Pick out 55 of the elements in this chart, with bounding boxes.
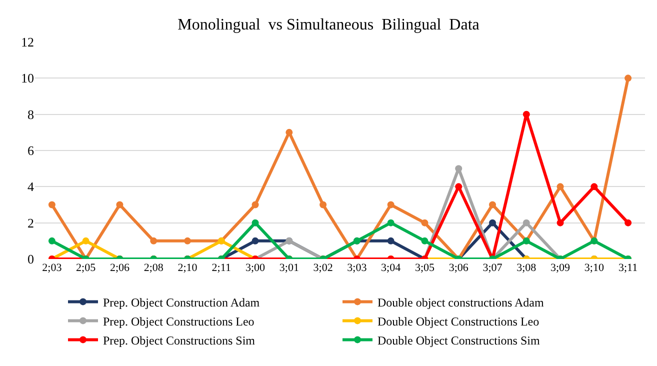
point xyxy=(320,201,327,208)
point xyxy=(387,201,394,208)
point xyxy=(116,201,124,208)
point xyxy=(387,237,394,244)
legend-label: Double Object Constructions Leo xyxy=(378,314,540,328)
chart-title: Monolingual vs Simultaneous Bilingual Data xyxy=(178,16,480,34)
x-tick-label: 3;03 xyxy=(347,262,368,274)
y-tick-label: 0 xyxy=(28,252,34,267)
x-tick-label: 3;02 xyxy=(313,262,333,274)
point xyxy=(252,237,259,244)
legend-label: Prep. Object Construction Adam xyxy=(103,295,260,310)
y-tick-label: 12 xyxy=(21,34,34,50)
point xyxy=(556,219,564,226)
y-tick-label: 2 xyxy=(28,215,34,230)
point xyxy=(82,237,90,244)
x-tick-label: 3;00 xyxy=(246,262,266,274)
point xyxy=(556,183,564,190)
x-tick-label: 3;01 xyxy=(279,262,299,274)
point xyxy=(455,183,462,190)
point xyxy=(421,219,428,226)
x-tick-label: 3;06 xyxy=(448,262,469,274)
x-tick-label: 2;11 xyxy=(212,262,231,274)
x-tick-label: 2;10 xyxy=(178,262,198,274)
point xyxy=(489,201,496,208)
point xyxy=(252,201,259,208)
point xyxy=(421,237,428,244)
x-tick-label: 3;08 xyxy=(516,262,537,274)
point xyxy=(252,219,259,226)
y-tick-label: 8 xyxy=(28,106,34,122)
point xyxy=(489,219,496,226)
x-tick-label: 2;03 xyxy=(42,262,62,274)
point xyxy=(150,237,158,244)
point xyxy=(522,219,530,226)
x-tick-label: 3;04 xyxy=(381,262,402,274)
y-tick-label: 6 xyxy=(28,143,34,158)
legend-label: Double object constructions Adam xyxy=(378,295,544,310)
y-tick-label: 10 xyxy=(21,70,34,86)
legend-label: Double Object Constructions Sim xyxy=(378,333,540,348)
point xyxy=(624,219,632,226)
x-tick-label: 3;11 xyxy=(618,262,638,274)
point xyxy=(48,237,56,244)
point xyxy=(387,219,394,226)
x-tick-label: 3;09 xyxy=(550,262,571,274)
x-tick-label: 2;06 xyxy=(110,262,130,274)
x-tick-label: 2;05 xyxy=(76,262,96,274)
x-tick-label: 3;05 xyxy=(414,262,435,274)
point xyxy=(184,237,191,244)
x-tick-label: 2;08 xyxy=(144,262,164,274)
point xyxy=(590,183,598,190)
x-tick-label: 3;10 xyxy=(584,262,604,274)
y-tick-label: 4 xyxy=(28,179,34,194)
legend-label: Prep. Object Constructions Leo xyxy=(103,314,254,328)
legend-label: Prep. Object Constructions Sim xyxy=(103,333,256,348)
x-tick-label: 3;07 xyxy=(482,262,503,274)
point xyxy=(48,201,56,208)
